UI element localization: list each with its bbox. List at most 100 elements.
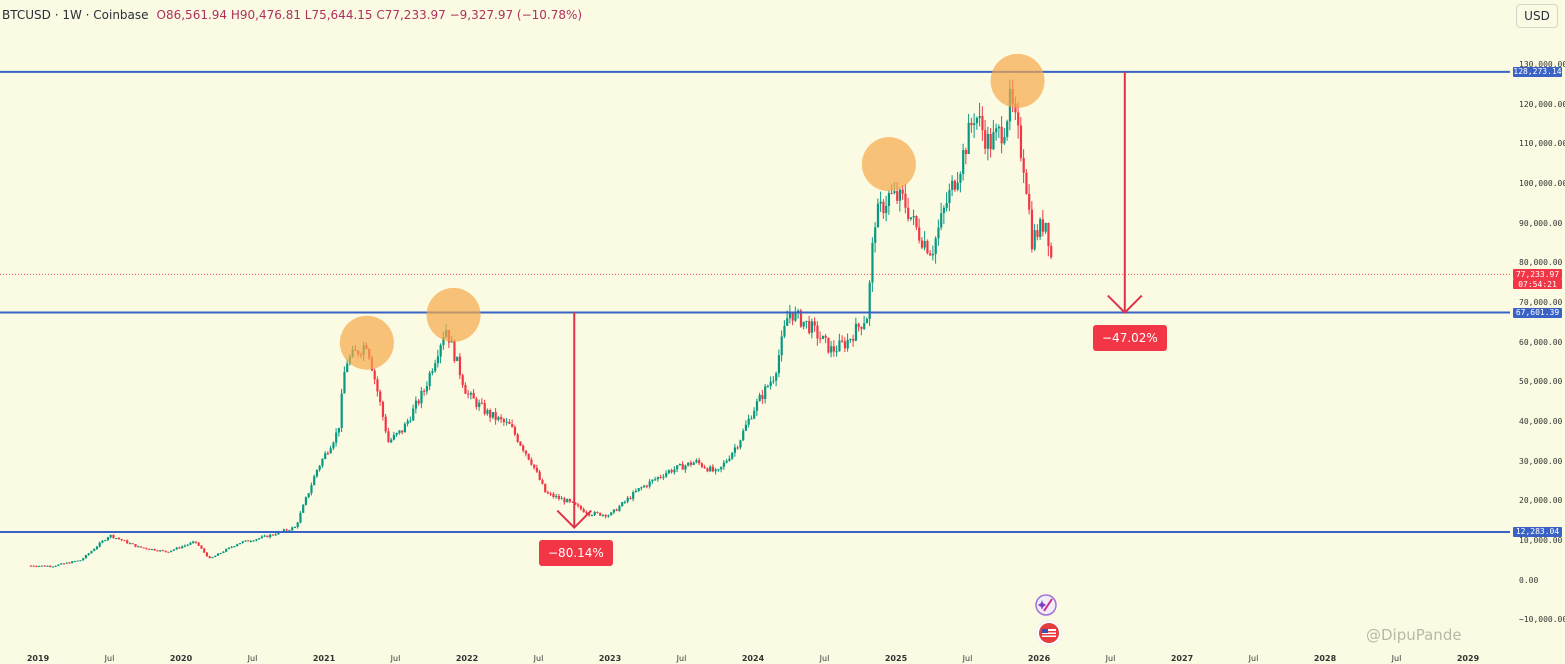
- candle-body: [145, 547, 148, 549]
- candle-body: [167, 551, 170, 553]
- candle-body: [934, 238, 937, 255]
- candle-body: [643, 485, 646, 488]
- candle-body: [139, 546, 143, 548]
- candle-body: [577, 504, 580, 506]
- candle-body: [634, 490, 638, 493]
- candle-body: [656, 477, 660, 480]
- candle-body: [546, 492, 550, 494]
- candle-body: [337, 427, 341, 433]
- candle-body: [57, 564, 60, 566]
- candle-body: [830, 346, 833, 353]
- candle-body: [197, 542, 200, 546]
- top-highlight-circle: [990, 53, 1045, 108]
- candle-body: [948, 190, 951, 204]
- candle-body: [183, 545, 187, 547]
- watermark: @DipuPande: [1366, 626, 1462, 644]
- candle-body: [1014, 104, 1017, 113]
- candle-body: [291, 527, 294, 531]
- candle-body: [409, 420, 412, 422]
- candle-body: [667, 470, 671, 473]
- candle-body: [128, 543, 132, 545]
- candle-body: [929, 253, 932, 256]
- candle-body: [469, 392, 473, 395]
- candle-body: [381, 401, 385, 417]
- time-tick-label: 2022: [455, 654, 479, 663]
- time-tick-label: Jul: [390, 654, 401, 663]
- candle-body: [775, 373, 778, 381]
- candle-body: [500, 417, 503, 420]
- candle-body: [299, 512, 302, 523]
- candle-body: [439, 345, 442, 357]
- candle-body: [986, 134, 990, 149]
- candle-body: [428, 372, 431, 387]
- candle-body: [79, 560, 82, 562]
- candle-body: [241, 541, 244, 544]
- us-flag-icon[interactable]: [1036, 620, 1062, 646]
- candle-body: [711, 466, 715, 472]
- candle-body: [73, 561, 77, 563]
- candle-body: [689, 462, 693, 465]
- candle-body: [544, 483, 547, 493]
- price-tick-label: 0.00: [1519, 575, 1539, 585]
- candle-body: [623, 501, 627, 503]
- candle-body: [885, 205, 888, 214]
- symbol-info[interactable]: BTCUSD · 1W · Coinbase: [2, 8, 149, 22]
- candle-body: [997, 126, 1001, 129]
- candle-body: [582, 509, 585, 513]
- candle-body: [40, 565, 44, 567]
- candle-body: [882, 201, 885, 214]
- candle-body: [753, 410, 756, 419]
- candle-body: [841, 340, 844, 342]
- candle-body: [981, 116, 984, 131]
- candle-body: [82, 558, 85, 561]
- candle-body: [637, 488, 640, 491]
- candle-body: [915, 216, 918, 228]
- sparkle-icon[interactable]: [1032, 592, 1060, 618]
- candle-body: [307, 493, 310, 498]
- candle-body: [945, 203, 948, 208]
- candle-body: [263, 535, 266, 537]
- candle-body: [552, 493, 555, 498]
- candle-body: [772, 380, 775, 382]
- candle-body: [992, 132, 995, 150]
- candle-body: [535, 467, 539, 472]
- drawdown-arrow-head: [556, 509, 592, 529]
- candle-body: [865, 318, 869, 324]
- time-tick-label: Jul: [533, 654, 544, 663]
- candle-body: [90, 551, 93, 554]
- candle-body: [236, 544, 239, 547]
- candle-body: [722, 462, 726, 467]
- candle-body: [750, 418, 753, 420]
- candle-body: [835, 351, 838, 353]
- candle-body: [1036, 230, 1039, 237]
- candle-body: [907, 207, 910, 219]
- candle-body: [777, 355, 781, 374]
- candle-body: [192, 541, 195, 543]
- price-tick-label: 50,000.00: [1519, 377, 1563, 387]
- candle-body: [780, 336, 783, 356]
- candle-body: [216, 553, 220, 556]
- candle-body: [38, 565, 41, 567]
- candle-body: [742, 430, 745, 441]
- candle-body: [893, 191, 896, 193]
- candle-body: [95, 546, 99, 550]
- candle-body: [71, 561, 74, 564]
- candle-body: [791, 312, 794, 321]
- candle-body: [340, 393, 343, 428]
- candle-body: [942, 207, 946, 214]
- candle-body: [200, 545, 203, 549]
- candle-body: [574, 502, 577, 505]
- candle-body: [557, 496, 561, 499]
- candle-body: [599, 512, 602, 516]
- candle-body: [373, 370, 376, 380]
- currency-button[interactable]: USD: [1516, 4, 1558, 28]
- candle-body: [269, 534, 272, 538]
- candle-body: [318, 465, 321, 470]
- price-tick-label: 110,000.00: [1519, 139, 1565, 149]
- candle-body: [390, 439, 393, 443]
- candle-body: [959, 173, 962, 183]
- candle-body: [560, 498, 563, 500]
- candle-body: [472, 392, 475, 399]
